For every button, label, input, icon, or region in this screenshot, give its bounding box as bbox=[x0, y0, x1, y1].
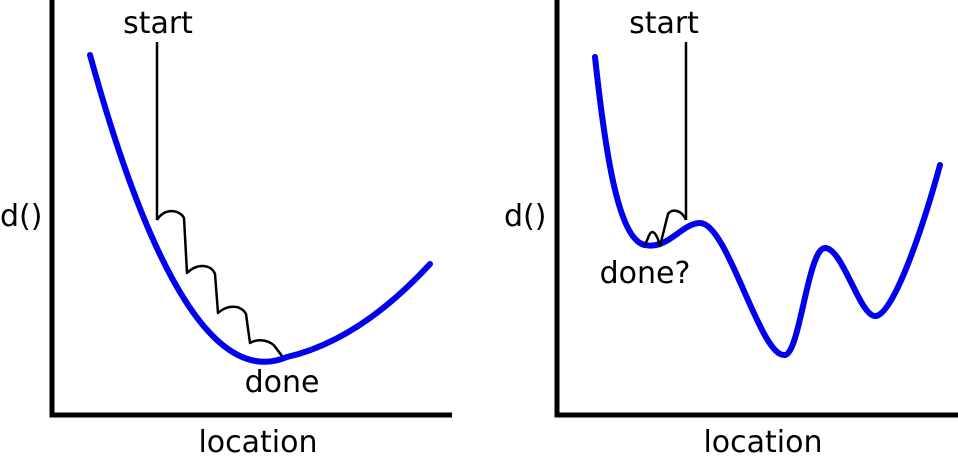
panel-convex-axes bbox=[49, 0, 452, 418]
panel-nonconvex-curve bbox=[592, 54, 943, 358]
panel-nonconvex-x-axis-label: location bbox=[703, 425, 822, 455]
panel-nonconvex: start done? d() location bbox=[504, 0, 958, 459]
panel-convex-end-label: done bbox=[245, 365, 320, 400]
panel-convex-curve bbox=[87, 52, 433, 365]
panel-nonconvex-end-label: done? bbox=[600, 256, 691, 291]
panel-nonconvex-descent-path bbox=[643, 209, 688, 248]
panel-nonconvex-start-label: start bbox=[629, 6, 699, 41]
panel-convex-x-axis-label: location bbox=[198, 425, 317, 455]
panel-convex-start-label: start bbox=[123, 6, 193, 41]
panel-convex: start done d() location bbox=[0, 0, 452, 459]
panel-convex-descent-path bbox=[155, 209, 283, 357]
panel-nonconvex-axes bbox=[554, 0, 958, 418]
panel-nonconvex-y-axis-label: d() bbox=[504, 199, 546, 234]
panel-convex-y-axis-label: d() bbox=[0, 199, 42, 234]
